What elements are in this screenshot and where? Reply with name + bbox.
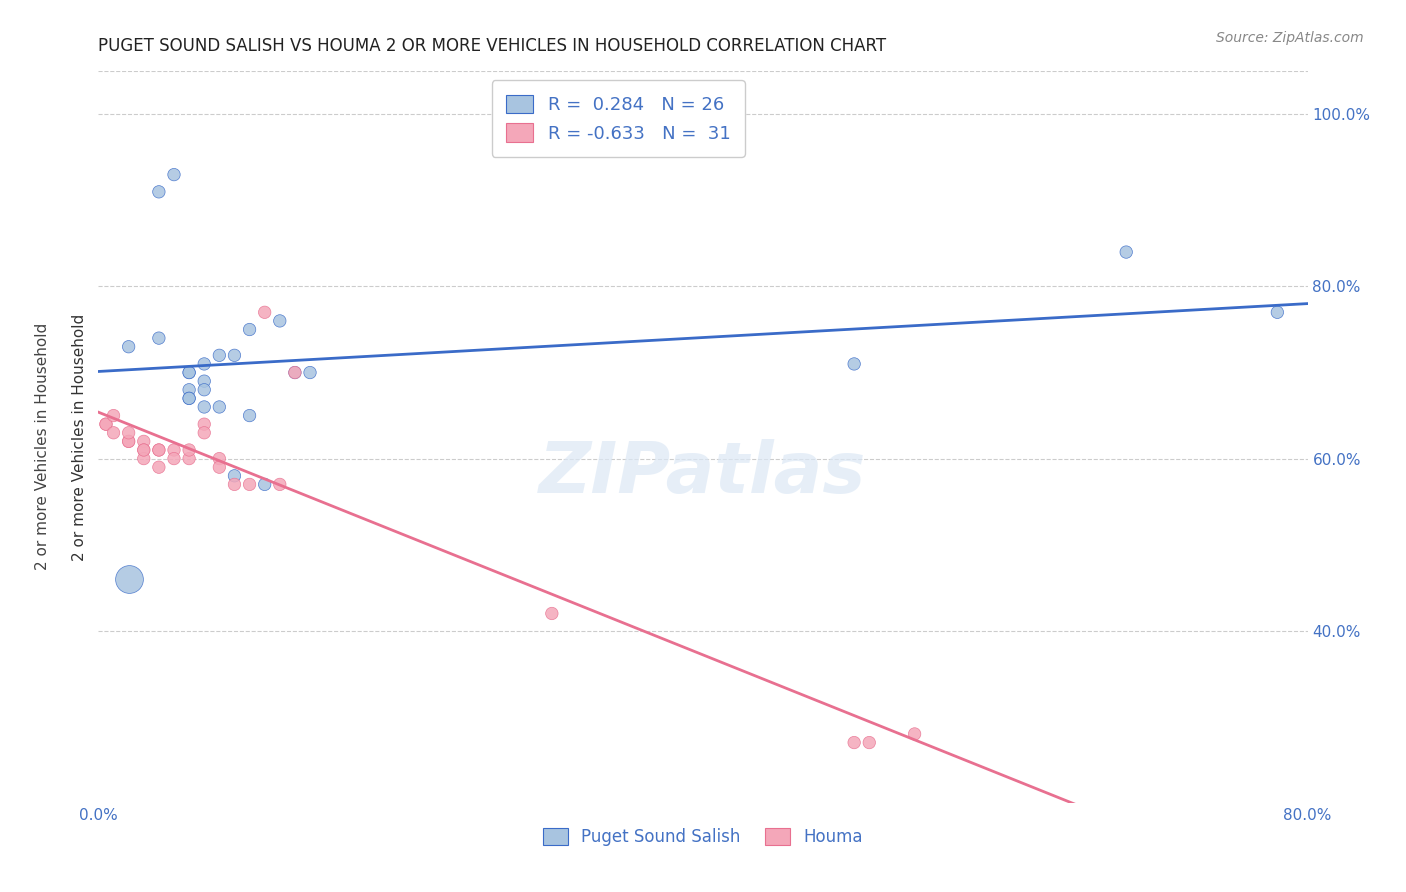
Point — [904, 727, 927, 741]
Point — [103, 425, 125, 440]
Point — [1267, 305, 1289, 319]
Point — [163, 451, 186, 466]
Point — [284, 366, 307, 380]
Point — [179, 442, 201, 457]
Text: Source: ZipAtlas.com: Source: ZipAtlas.com — [1216, 31, 1364, 45]
Point — [193, 383, 215, 397]
Point — [208, 400, 231, 414]
Point — [179, 392, 201, 406]
Text: 2 or more Vehicles in Household: 2 or more Vehicles in Household — [35, 322, 49, 570]
Point — [163, 168, 186, 182]
Point — [193, 374, 215, 388]
Legend: Puget Sound Salish, Houma: Puget Sound Salish, Houma — [536, 822, 870, 853]
Y-axis label: 2 or more Vehicles in Household: 2 or more Vehicles in Household — [72, 313, 87, 561]
Point — [163, 442, 186, 457]
Point — [224, 468, 246, 483]
Text: ZIPatlas: ZIPatlas — [540, 439, 866, 508]
Point — [208, 451, 231, 466]
Point — [179, 451, 201, 466]
Point — [193, 417, 215, 432]
Point — [239, 477, 262, 491]
Point — [224, 348, 246, 362]
Point — [118, 340, 141, 354]
Point — [179, 366, 201, 380]
Point — [1115, 245, 1137, 260]
Point — [148, 185, 170, 199]
Point — [239, 409, 262, 423]
Point — [118, 434, 141, 449]
Point — [269, 477, 291, 491]
Point — [253, 305, 276, 319]
Point — [132, 442, 155, 457]
Point — [193, 357, 215, 371]
Point — [844, 357, 866, 371]
Point — [103, 409, 125, 423]
Point — [148, 331, 170, 345]
Point — [208, 348, 231, 362]
Point — [132, 434, 155, 449]
Point — [132, 442, 155, 457]
Point — [193, 400, 215, 414]
Point — [179, 366, 201, 380]
Point — [284, 366, 307, 380]
Point — [179, 392, 201, 406]
Point — [94, 417, 117, 432]
Point — [269, 314, 291, 328]
Point — [148, 460, 170, 475]
Point — [844, 735, 866, 749]
Point — [299, 366, 322, 380]
Point — [148, 442, 170, 457]
Point — [193, 425, 215, 440]
Text: PUGET SOUND SALISH VS HOUMA 2 OR MORE VEHICLES IN HOUSEHOLD CORRELATION CHART: PUGET SOUND SALISH VS HOUMA 2 OR MORE VE… — [98, 37, 887, 54]
Point — [148, 442, 170, 457]
Point — [179, 383, 201, 397]
Point — [208, 460, 231, 475]
Point — [94, 417, 117, 432]
Point — [253, 477, 276, 491]
Point — [118, 434, 141, 449]
Point — [132, 451, 155, 466]
Point — [858, 735, 880, 749]
Point — [118, 425, 141, 440]
Point — [118, 572, 141, 586]
Point — [540, 607, 562, 621]
Point — [224, 477, 246, 491]
Point — [239, 322, 262, 336]
